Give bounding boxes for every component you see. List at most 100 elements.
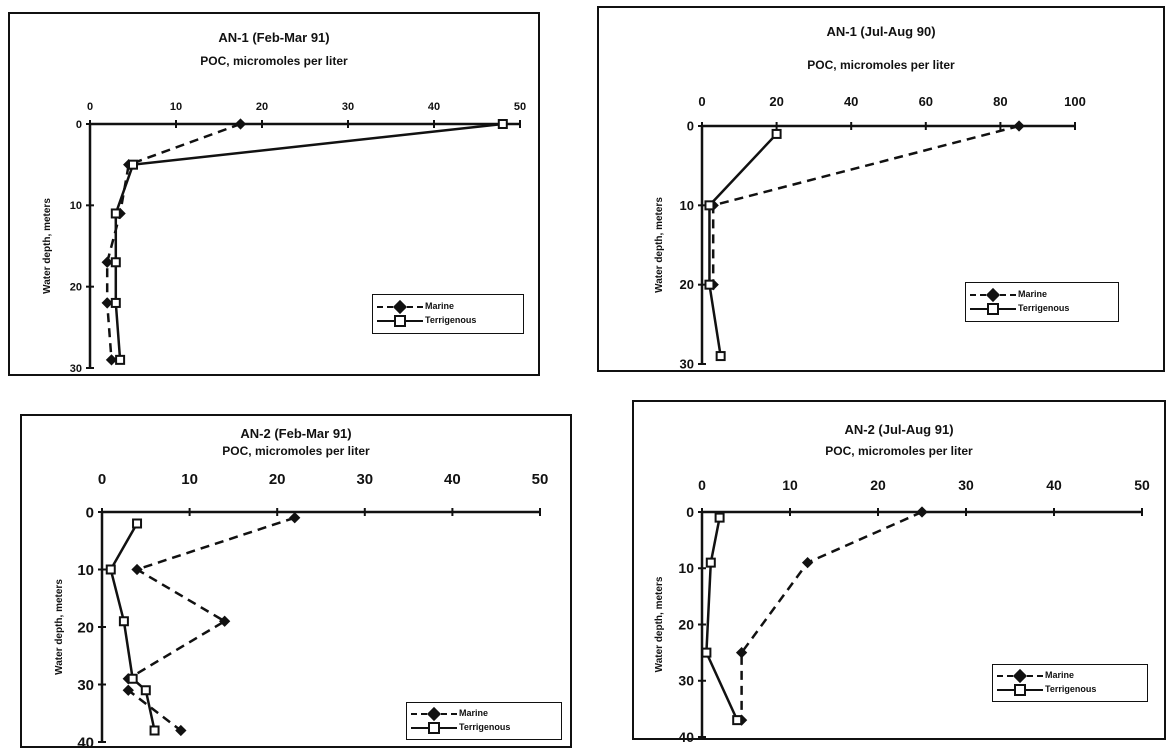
legend: Marine Terrigenous: [372, 294, 524, 334]
legend-terrigenous-swatch: [997, 684, 1043, 696]
chart-title: AN-2 (Jul-Aug 91): [844, 422, 954, 437]
legend-marine-swatch: [411, 706, 457, 722]
y-tick-label: 0: [76, 119, 82, 131]
legend: Marine Terrigenous: [992, 664, 1148, 702]
data-point-marine: [1013, 120, 1025, 132]
x-tick-label: 40: [444, 471, 461, 488]
plot-area: 0 10 20 30 40 50 0 10 20 30 Water depth, meters: [42, 101, 526, 375]
legend: Marine Terrigenous: [965, 282, 1119, 322]
x-tick-label: 20: [769, 94, 783, 109]
x-tick-label: 50: [514, 101, 526, 113]
data-point-terrigenous: [140, 685, 151, 696]
x-tick-label: 20: [256, 101, 268, 113]
x-tick-label: 10: [782, 477, 798, 493]
data-point-terrigenous: [497, 119, 508, 129]
y-tick-label: 20: [77, 619, 94, 636]
chart-panel-an1-jul-aug: AN-1 (Jul-Aug 90) POC, micromoles per li…: [597, 6, 1165, 372]
chart-panel-an2-feb-mar: AN-2 (Feb-Mar 91) POC, micromoles per li…: [20, 414, 572, 751]
legend-label: Terrigenous: [459, 722, 511, 732]
data-point-marine: [916, 506, 928, 518]
y-tick-label: 10: [678, 560, 694, 576]
data-point-terrigenous: [132, 518, 143, 529]
x-tick-label: 30: [342, 101, 354, 113]
y-tick-label: 30: [678, 673, 694, 689]
legend-label: Terrigenous: [1045, 684, 1097, 694]
series-line-marine: [127, 516, 296, 732]
legend-item-marine: Marine: [966, 287, 1118, 303]
legend-label: Marine: [459, 708, 489, 718]
legend-item-marine: Marine: [407, 706, 561, 722]
y-tick-label: 10: [680, 198, 694, 213]
x-tick-label: 60: [919, 94, 933, 109]
data-point-terrigenous: [105, 564, 116, 575]
data-point-terrigenous: [118, 616, 129, 627]
chart-subtitle: POC, micromoles per liter: [200, 54, 348, 68]
data-point-terrigenous: [110, 257, 121, 268]
chart-title: AN-1 (Jul-Aug 90): [826, 24, 936, 39]
legend-marine-swatch: [970, 287, 1016, 303]
legend-item-marine: Marine: [373, 299, 523, 315]
plot-area: 0 20 40 60 80 100 0 10 20 30 Water depth, meters: [654, 94, 1086, 372]
chart-title: AN-2 (Feb-Mar 91): [240, 426, 352, 441]
plot-area: 0 10 20 30 40 50 0 10 20 30 40 Water depth, meters: [654, 477, 1150, 745]
x-tick-label: 50: [532, 471, 549, 488]
data-point-marine: [289, 512, 301, 524]
chart-subtitle: POC, micromoles per liter: [825, 444, 973, 458]
legend-label: Marine: [425, 301, 455, 311]
x-tick-label: 10: [181, 471, 198, 488]
x-tick-label: 0: [87, 101, 93, 113]
data-point-terrigenous: [149, 725, 160, 736]
data-point-marine: [218, 615, 231, 627]
legend-item-terrigenous: Terrigenous: [373, 314, 523, 328]
y-tick-label: 10: [70, 200, 82, 212]
x-tick-label: 0: [698, 477, 706, 493]
data-point-marine: [234, 118, 247, 130]
legend-label: Terrigenous: [1018, 303, 1070, 313]
y-tick-label: 40: [678, 729, 694, 745]
data-point-terrigenous: [705, 557, 716, 568]
legend: Marine Terrigenous: [406, 702, 562, 740]
y-tick-label: 30: [680, 357, 694, 372]
legend-terrigenous-swatch: [970, 303, 1016, 315]
chart-subtitle: POC, micromoles per liter: [807, 58, 955, 72]
x-tick-label: 0: [698, 94, 705, 109]
y-tick-label: 10: [77, 562, 94, 579]
data-point-terrigenous: [704, 200, 715, 211]
legend-item-terrigenous: Terrigenous: [993, 683, 1147, 697]
x-tick-label: 40: [844, 94, 858, 109]
chart-panel-an2-jul-aug: AN-2 (Jul-Aug 91) POC, micromoles per li…: [632, 400, 1166, 745]
data-point-terrigenous: [704, 279, 715, 290]
data-point-terrigenous: [701, 647, 712, 658]
x-tick-label: 30: [356, 471, 373, 488]
data-point-terrigenous: [732, 715, 743, 726]
chart-subtitle: POC, micromoles per liter: [222, 444, 370, 458]
x-tick-label: 30: [958, 477, 974, 493]
x-tick-label: 10: [170, 101, 182, 113]
legend-marine-swatch: [997, 668, 1043, 684]
x-tick-label: 20: [269, 471, 286, 488]
y-tick-label: 40: [77, 734, 94, 751]
legend-label: Terrigenous: [425, 315, 477, 325]
y-axis-label: Water depth, meters: [654, 576, 665, 672]
series-line-terrigenous: [708, 133, 778, 357]
plot-area: 0 10 20 30 40 50 0 10 20 30 40 Water depth, meters: [54, 471, 549, 751]
x-tick-label: 20: [870, 477, 886, 493]
x-tick-label: 40: [428, 101, 440, 113]
y-axis-label: Water depth, meters: [654, 197, 665, 293]
data-point-marine: [801, 556, 814, 569]
x-tick-label: 100: [1064, 94, 1086, 109]
data-point-terrigenous: [127, 673, 138, 684]
legend-marine-swatch: [377, 299, 423, 315]
legend-item-marine: Marine: [993, 668, 1147, 684]
y-tick-label: 30: [70, 363, 82, 375]
legend-item-terrigenous: Terrigenous: [407, 721, 561, 735]
legend-terrigenous-swatch: [411, 722, 457, 734]
data-point-terrigenous: [115, 354, 126, 365]
data-point-terrigenous: [128, 159, 138, 170]
series-line-marine: [711, 124, 1020, 285]
series-line-terrigenous: [109, 522, 156, 731]
y-tick-label: 0: [86, 504, 94, 521]
series-line-terrigenous: [114, 122, 503, 360]
data-point-terrigenous: [714, 512, 725, 523]
y-axis-label: Water depth, meters: [54, 579, 65, 675]
